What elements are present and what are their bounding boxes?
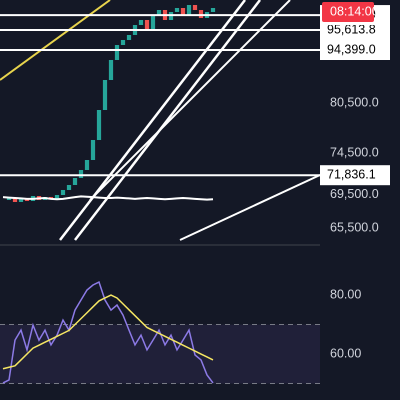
candle (108, 60, 114, 80)
candle (144, 20, 150, 30)
price-label: 95,613.8 (327, 22, 376, 36)
rsi-ma-line (2, 294, 214, 370)
trend-line (59, 0, 246, 241)
candle (72, 178, 78, 185)
candle (126, 35, 132, 40)
pane-separator (0, 244, 320, 246)
rsi-tick-label: 60.00 (330, 346, 361, 360)
price-axis: 80,500.0 74,500.0 69,500.0 65,500.0 95,613.8… (320, 5, 390, 360)
rsi-tick-label: 80.00 (330, 287, 361, 301)
candle (114, 45, 120, 60)
candle (174, 8, 180, 12)
candle (24, 199, 30, 201)
price-label: 94,399.0 (327, 42, 376, 56)
rsi-pane (0, 281, 320, 385)
candle (12, 198, 18, 202)
candle (102, 80, 108, 110)
candle (54, 195, 60, 199)
candle (84, 160, 90, 170)
y-tick-label: 69,500.0 (330, 187, 379, 201)
trend-line (179, 174, 321, 241)
countdown-box (322, 2, 374, 22)
candle (96, 110, 102, 140)
y-tick-label: 65,500.0 (330, 220, 379, 234)
candle (180, 8, 186, 15)
rsi-line (2, 281, 214, 384)
candle (60, 190, 66, 195)
trend-line (89, 0, 291, 201)
candle (90, 140, 96, 160)
candle (6, 198, 12, 200)
price-label-box (320, 40, 390, 60)
moving-average (2, 195, 214, 201)
price-pane (0, 5, 320, 202)
candle (156, 10, 162, 15)
price-label: 71,836.1 (327, 167, 376, 181)
countdown: 08:14:00 (330, 4, 379, 18)
candle (138, 20, 144, 25)
candle (198, 10, 204, 18)
candle (120, 40, 126, 45)
trend-line (74, 0, 261, 241)
candle (150, 15, 156, 30)
candle (66, 185, 72, 190)
candle (186, 5, 192, 15)
y-tick-label: 74,500.0 (330, 145, 379, 159)
price-label-box (320, 165, 390, 186)
candle (192, 5, 198, 10)
y-tick-label: 80,500.0 (330, 95, 379, 109)
candle (78, 170, 84, 178)
candle (210, 8, 216, 12)
candle (18, 199, 24, 202)
trend-line (0, 0, 111, 81)
